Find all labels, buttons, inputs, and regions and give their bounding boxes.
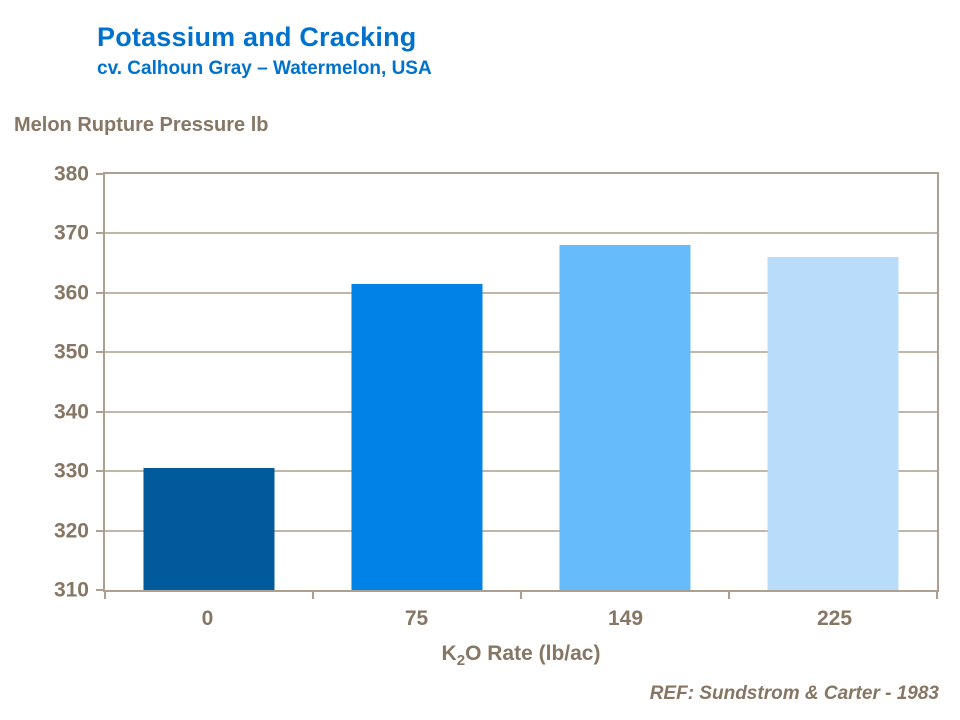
- x-axis-title-subscript: 2: [456, 652, 466, 670]
- y-tick-mark: [96, 173, 105, 175]
- x-axis-label: 225: [816, 607, 853, 630]
- slide-subtitle: cv. Calhoun Gray – Watermelon, USA: [97, 58, 432, 79]
- bar-75: [351, 283, 483, 590]
- y-tick-mark: [96, 232, 105, 235]
- y-tick-mark: [96, 589, 105, 591]
- x-axis-label: 75: [404, 607, 429, 630]
- y-tick-label: 320: [53, 519, 89, 543]
- x-axis-label: 149: [607, 607, 644, 630]
- bar-series: [105, 174, 937, 590]
- bar-slot: [313, 174, 521, 590]
- x-tick-mark: [728, 590, 730, 599]
- y-tick-mark: [96, 291, 105, 294]
- y-tick-mark: [96, 529, 105, 532]
- x-tick-mark: [520, 590, 522, 599]
- gridline: [105, 232, 937, 235]
- bar-0: [143, 468, 275, 590]
- y-tick-mark: [96, 470, 105, 473]
- gridline: [105, 410, 937, 413]
- y-tick-label: 340: [53, 400, 89, 424]
- x-axis-labels: 0 75 149 225: [103, 607, 939, 631]
- y-tick-label: 370: [53, 221, 89, 245]
- y-axis-title: Melon Rupture Pressure lb: [14, 114, 269, 136]
- bar-slot: [729, 174, 937, 590]
- bar-149: [559, 245, 691, 590]
- x-axis-title-base: K: [441, 642, 457, 665]
- y-tick-mark: [96, 410, 105, 413]
- gridline: [105, 470, 937, 473]
- y-tick-label: 350: [53, 340, 89, 364]
- x-tick-mark: [104, 590, 106, 599]
- x-tick-mark: [312, 590, 314, 599]
- plot-area: 380 370 360 350 340 330 320 310: [54, 164, 939, 601]
- y-tick-mark: [96, 351, 105, 354]
- y-tick-label: 330: [53, 459, 89, 483]
- gridline: [105, 529, 937, 532]
- y-tick-label: 380: [53, 162, 89, 186]
- bar-slot: [105, 174, 313, 590]
- y-tick-label: 360: [53, 281, 89, 305]
- x-axis-title: K2O Rate (lb/ac): [103, 642, 939, 669]
- x-axis-title-rest: O Rate (lb/ac): [465, 642, 601, 665]
- x-axis-label: 0: [201, 607, 214, 630]
- gridline: [105, 351, 937, 354]
- gridline: [105, 291, 937, 294]
- y-tick-label: 310: [53, 578, 89, 602]
- slide-title: Potassium and Cracking: [97, 22, 417, 52]
- bar-slot: [521, 174, 729, 590]
- reference-note: REF: Sundstrom & Carter - 1983: [649, 683, 939, 704]
- x-tick-mark: [936, 590, 938, 599]
- bar-225: [767, 257, 899, 590]
